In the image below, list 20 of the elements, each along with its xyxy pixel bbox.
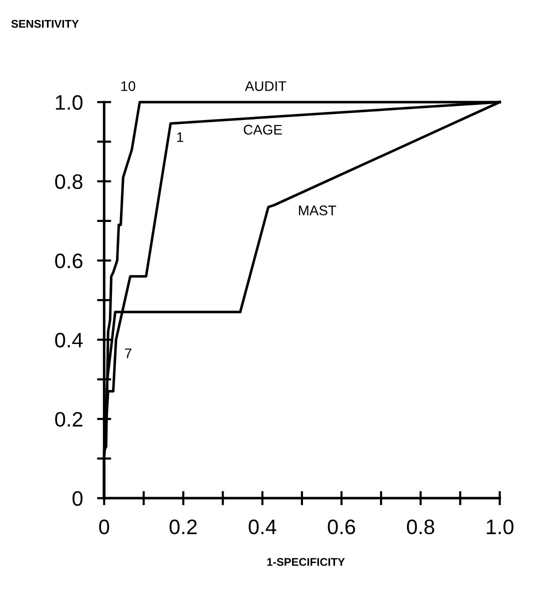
y-tick-label: 0 (72, 491, 82, 506)
y-tick-label: 0.6 (55, 254, 82, 268)
x-tick-label: 0.6 (328, 520, 356, 534)
text: SENSITIVITY (11, 20, 79, 28)
annotation: 7 (125, 348, 132, 358)
series-label: MAST (298, 206, 336, 216)
y-tick-label: 1.0 (56, 95, 82, 110)
x-tick-label: 0 (99, 520, 110, 534)
x-tick-label: 0.2 (170, 520, 197, 534)
x-axis-title: 1-SPECIFICITY (267, 558, 345, 566)
y-tick-label: 0.8 (55, 174, 82, 190)
series-label: AUDIT (244, 81, 286, 92)
series-label: CAGE (244, 124, 282, 135)
annotation: 1 (177, 132, 184, 142)
x-tick-label: 0.4 (248, 520, 276, 534)
annotation: 10 (121, 81, 136, 92)
x-tick-label: 1.0 (486, 520, 514, 534)
y-tick-label: 0.2 (55, 412, 82, 427)
x-tick-label: 0.8 (406, 520, 434, 534)
y-tick-label: 0.4 (55, 332, 83, 348)
